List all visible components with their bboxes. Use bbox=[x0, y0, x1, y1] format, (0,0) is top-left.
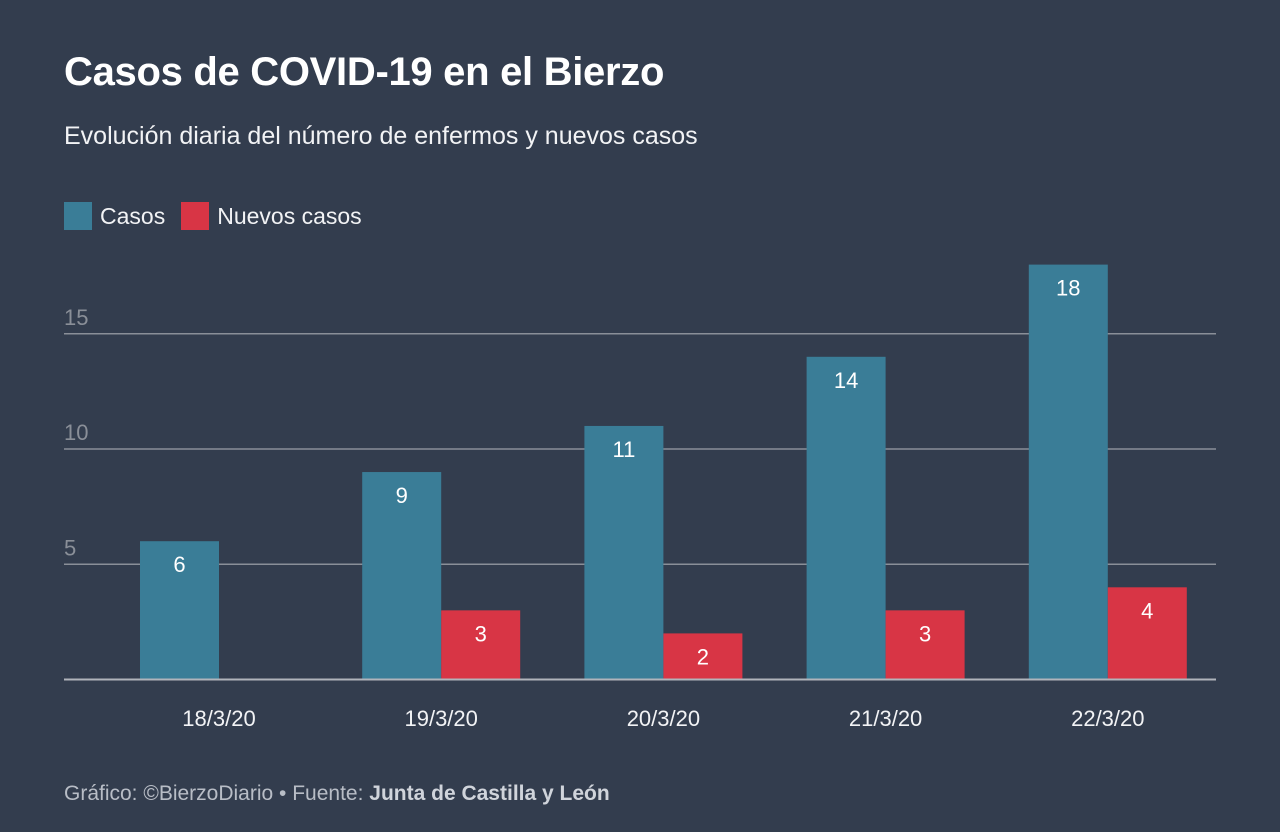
y-tick-label-15: 15 bbox=[64, 305, 88, 330]
legend-item-casos: Casos bbox=[64, 202, 165, 230]
bar-nuevos-casos-5 bbox=[1107, 587, 1187, 680]
data-label-casos-1: 6 bbox=[173, 552, 185, 577]
footer-credit: Gráfico: ©BierzoDiario • Fuente: Junta d… bbox=[64, 782, 610, 806]
data-label-nuevos-casos-4: 3 bbox=[919, 621, 931, 646]
x-tick-label-2: 19/3/20 bbox=[404, 706, 477, 731]
x-tick-label-4: 21/3/20 bbox=[849, 706, 922, 731]
y-tick-label-10: 10 bbox=[64, 420, 88, 445]
chart-subtitle: Evolución diaria del número de enfermos … bbox=[64, 122, 698, 150]
bar-nuevos-casos-3 bbox=[663, 633, 743, 680]
legend-item-nuevos-casos: Nuevos casos bbox=[181, 202, 362, 230]
data-label-nuevos-casos-5: 4 bbox=[1141, 598, 1153, 623]
legend-label-nuevos-casos: Nuevos casos bbox=[217, 202, 362, 229]
data-label-nuevos-casos-2: 3 bbox=[475, 621, 487, 646]
legend-swatch-nuevos-casos bbox=[181, 202, 210, 230]
bar-nuevos-casos-4 bbox=[885, 610, 965, 680]
footer-source: Junta de Castilla y León bbox=[369, 782, 610, 805]
x-tick-label-1: 18/3/20 bbox=[182, 706, 255, 731]
bar-nuevos-casos-2 bbox=[441, 610, 521, 680]
y-tick-label-5: 5 bbox=[64, 535, 76, 560]
x-tick-label-3: 20/3/20 bbox=[627, 706, 700, 731]
legend: Casos Nuevos casos bbox=[64, 202, 378, 230]
bar-casos-3 bbox=[584, 425, 664, 680]
data-label-casos-4: 14 bbox=[834, 368, 858, 393]
bar-casos-5 bbox=[1028, 264, 1108, 680]
data-label-nuevos-casos-3: 2 bbox=[697, 644, 709, 669]
bar-casos-2 bbox=[362, 472, 442, 680]
chart-title: Casos de COVID-19 en el Bierzo bbox=[64, 50, 665, 94]
footer-credit-text: Gráfico: ©BierzoDiario • Fuente: bbox=[64, 782, 370, 805]
legend-label-casos: Casos bbox=[100, 202, 166, 229]
bar-casos-1 bbox=[140, 541, 219, 680]
data-label-casos-5: 18 bbox=[1056, 276, 1080, 301]
bar-casos-4 bbox=[806, 356, 886, 680]
data-label-casos-2: 9 bbox=[396, 483, 408, 508]
x-tick-label-5: 22/3/20 bbox=[1071, 706, 1144, 731]
legend-swatch-casos bbox=[64, 202, 92, 230]
data-label-casos-3: 11 bbox=[612, 437, 635, 462]
